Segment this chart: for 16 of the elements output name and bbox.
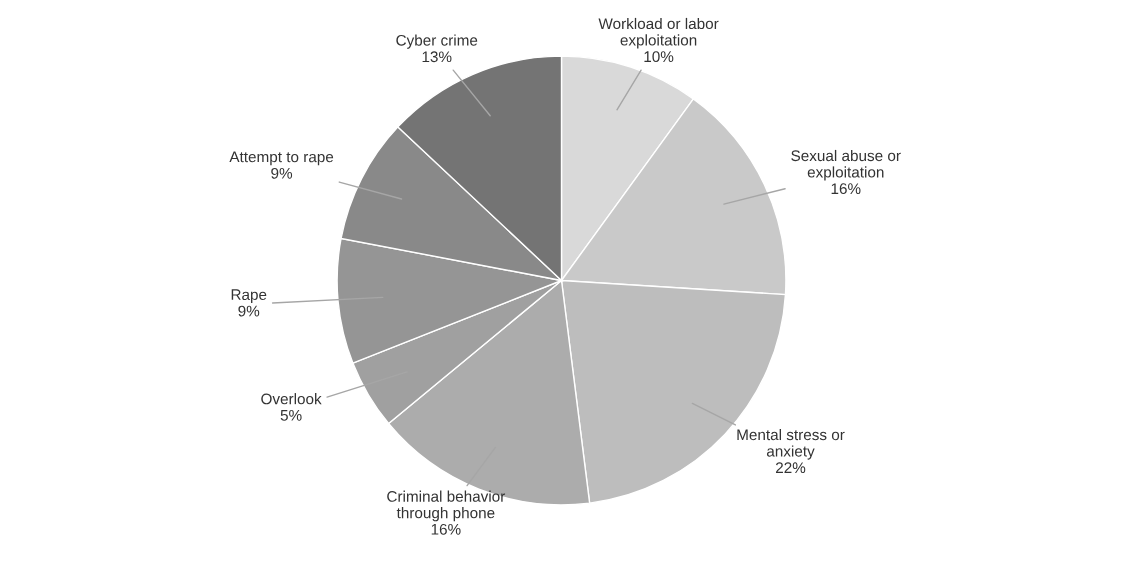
data-label: 9% bbox=[238, 305, 260, 317]
data-label: 16% bbox=[431, 523, 461, 535]
slice-label: Rape bbox=[231, 289, 267, 304]
data-label: 13% bbox=[422, 51, 452, 63]
data-label: 16% bbox=[831, 183, 861, 195]
data-label: 10% bbox=[644, 51, 674, 63]
slice-label: Mental stress or anxiety bbox=[737, 428, 845, 460]
slice-label: Attempt to rape bbox=[229, 151, 334, 166]
slice-label: Overlook bbox=[261, 393, 322, 405]
slice-label: Workload or labor exploitation bbox=[598, 17, 719, 49]
slice-label: Cyber crime bbox=[396, 34, 478, 49]
data-label: 5% bbox=[280, 410, 302, 421]
slice-label: Sexual abuse or exploitation bbox=[791, 149, 901, 181]
slice-label: Criminal behavior through phone bbox=[387, 490, 506, 522]
data-label: 9% bbox=[271, 167, 293, 179]
data-label: 22% bbox=[775, 462, 806, 474]
